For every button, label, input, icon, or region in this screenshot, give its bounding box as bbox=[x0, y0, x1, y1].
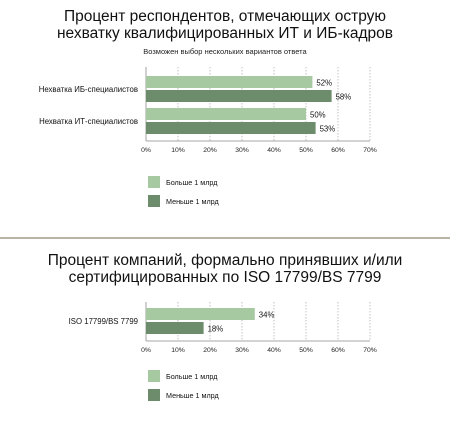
chart2-value-label-0-0: 34% bbox=[259, 311, 275, 320]
chart1-bar-1-1 bbox=[146, 122, 316, 134]
chart1-tick-label-4: 40% bbox=[267, 147, 281, 154]
chart1-bar-0-1 bbox=[146, 90, 332, 102]
chart2-bar-0-0 bbox=[146, 308, 255, 320]
chart1-title-line1: Процент респондентов, отмечающих острую bbox=[63, 8, 387, 25]
chart1-value-label-1-1: 53% bbox=[320, 125, 336, 134]
chart2-tick-label-6: 60% bbox=[331, 347, 345, 354]
chart1-value-label-0-0: 52% bbox=[316, 79, 332, 88]
chart1-tick-label-7: 70% bbox=[363, 147, 377, 154]
chart1-tick-label-1: 10% bbox=[171, 147, 185, 154]
chart1-legend-swatch-0 bbox=[148, 176, 160, 188]
chart1-subtitle: Возможен выбор нескольких вариантов отве… bbox=[143, 47, 307, 56]
section-divider bbox=[0, 237, 450, 239]
chart1-legend-item-1: Меньше 1 млрд bbox=[148, 195, 219, 207]
chart2-bar-0-1 bbox=[146, 322, 204, 334]
chart2-tick-label-1: 10% bbox=[171, 347, 185, 354]
chart2-plot: 0% 10% 20% 30% 40% 50% 60% 70% 34% 18% ISO 17799/B… bbox=[69, 302, 377, 354]
chart1-legend-swatch-1 bbox=[148, 195, 160, 207]
chart1-title-line2: нехватку квалифицированных ИТ и ИБ-кадро… bbox=[56, 25, 393, 42]
chart1-category-label-0: Нехватка ИБ-специалистов bbox=[39, 85, 138, 94]
chart2-legend-swatch-1 bbox=[148, 389, 160, 401]
chart1-legend: Больше 1 млрд Меньше 1 млрд bbox=[148, 176, 219, 214]
chart2-tick-label-2: 20% bbox=[203, 347, 217, 354]
chart2-tick-label-0: 0% bbox=[141, 347, 151, 354]
chart1-value-label-0-1: 58% bbox=[336, 93, 352, 102]
chart2-tick-label-4: 40% bbox=[267, 347, 281, 354]
chart2-title-line2: сертифицированных по ISO 17799/BS 7799 bbox=[68, 269, 382, 286]
chart1-tick-label-0: 0% bbox=[141, 147, 151, 154]
chart1-tick-label-3: 30% bbox=[235, 147, 249, 154]
chart2-category-label-0: ISO 17799/BS 7799 bbox=[69, 317, 138, 326]
chart2-legend-swatch-0 bbox=[148, 370, 160, 382]
chart1-legend-label-0: Больше 1 млрд bbox=[166, 177, 218, 187]
chart1-tick-label-6: 60% bbox=[331, 147, 345, 154]
chart2-legend-label-0: Больше 1 млрд bbox=[166, 371, 218, 381]
chart1-tick-label-5: 50% bbox=[299, 147, 313, 154]
chart2-title-line1: Процент компаний, формально принявших и/… bbox=[47, 252, 403, 269]
chart1-category-label-1: Нехватка ИТ-специалистов bbox=[39, 117, 138, 126]
chart2-tick-label-7: 70% bbox=[363, 347, 377, 354]
chart1-legend-item-0: Больше 1 млрд bbox=[148, 176, 219, 188]
chart2-legend-item-0: Больше 1 млрд bbox=[148, 370, 219, 382]
chart2-value-label-0-1: 18% bbox=[208, 325, 224, 334]
chart1-bar-1-0 bbox=[146, 108, 306, 120]
chart2-legend-item-1: Меньше 1 млрд bbox=[148, 389, 219, 401]
chart2-tick-label-3: 30% bbox=[235, 347, 249, 354]
chart2-tick-label-5: 50% bbox=[299, 347, 313, 354]
chart1-tick-label-2: 20% bbox=[203, 147, 217, 154]
chart2-legend: Больше 1 млрд Меньше 1 млрд bbox=[148, 370, 219, 408]
chart1-plot: 0% 10% 20% 30% 40% 50% 60% 70% 52% 58% Нехватка ИБ… bbox=[39, 67, 377, 154]
chart1-bar-0-0 bbox=[146, 76, 313, 88]
chart1-legend-label-1: Меньше 1 млрд bbox=[166, 196, 219, 206]
chart2-legend-label-1: Меньше 1 млрд bbox=[166, 390, 219, 400]
chart1-value-label-1-0: 50% bbox=[310, 111, 326, 120]
